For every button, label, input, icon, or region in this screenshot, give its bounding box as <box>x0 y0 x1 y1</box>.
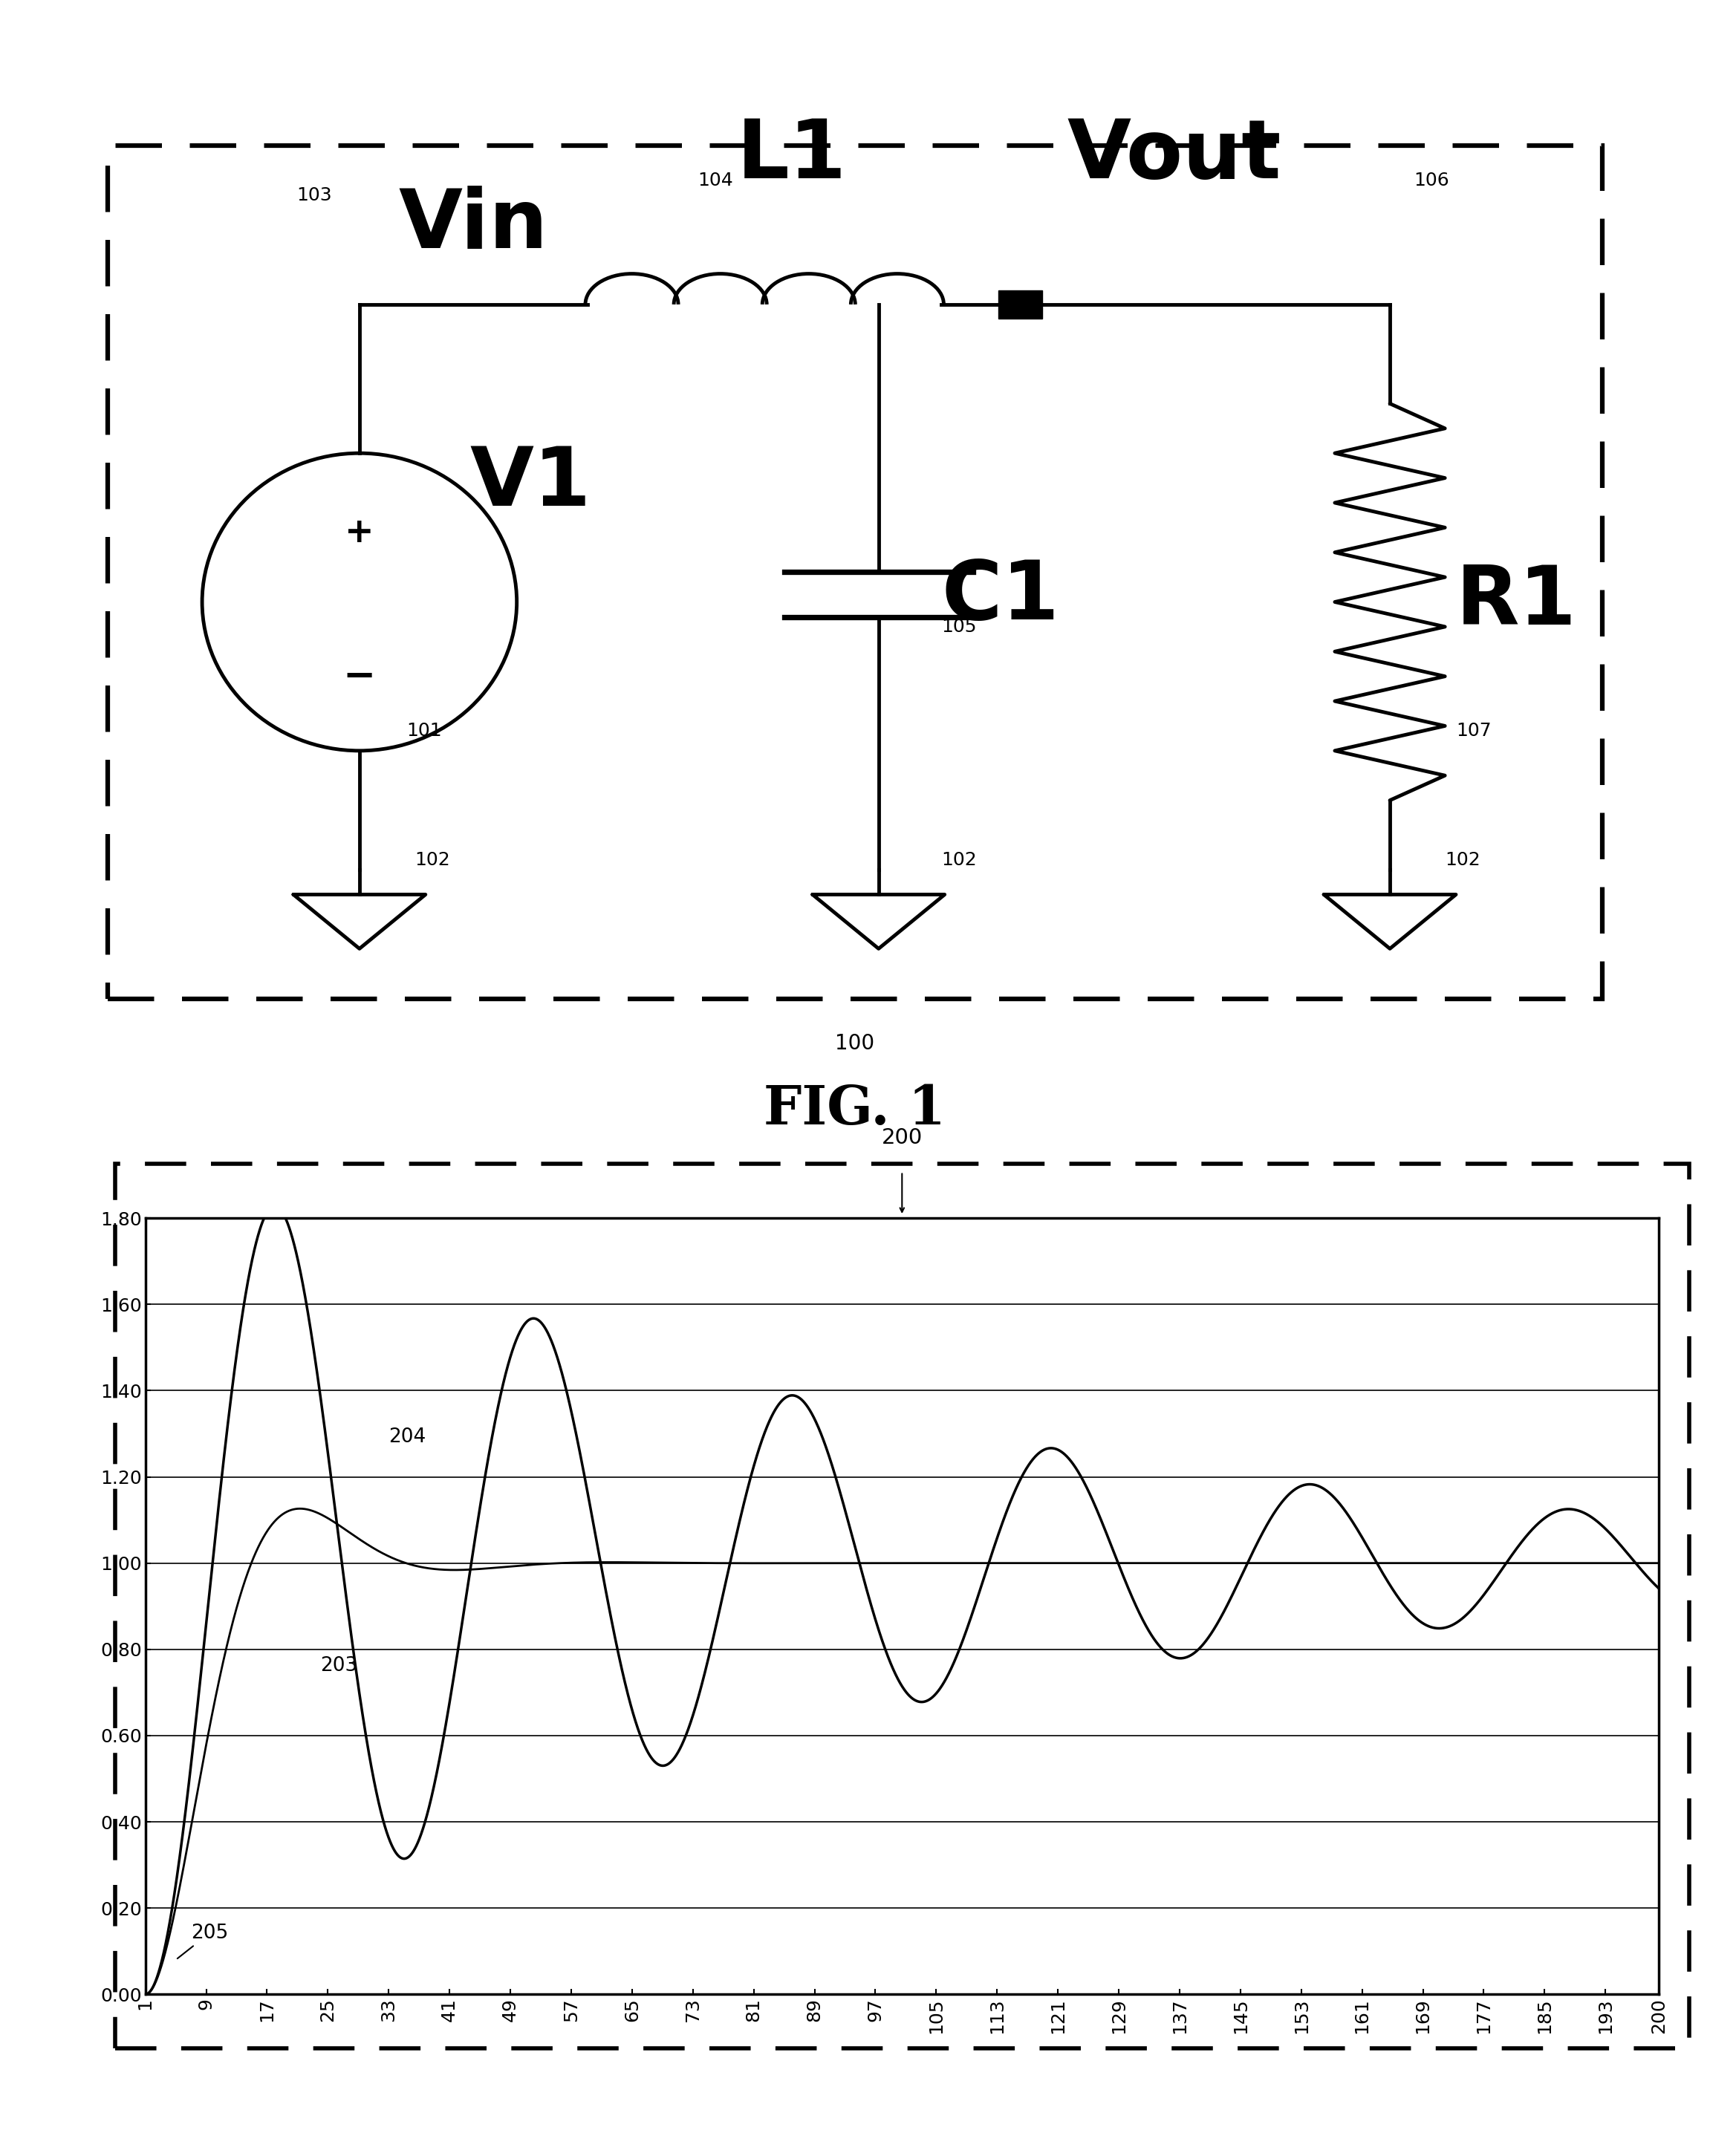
Text: C1: C1 <box>942 556 1060 636</box>
Text: V1: V1 <box>470 444 592 522</box>
Text: FIG. 1: FIG. 1 <box>764 1082 946 1136</box>
Text: +: + <box>345 515 374 550</box>
Text: 100: 100 <box>834 1033 876 1054</box>
Text: 203: 203 <box>320 1656 357 1675</box>
Text: 200: 200 <box>881 1128 923 1149</box>
Text: 107: 107 <box>1455 722 1491 740</box>
Text: Vout: Vout <box>1067 116 1281 196</box>
Bar <box>108 147 1602 998</box>
Text: 105: 105 <box>942 619 976 636</box>
Text: R1: R1 <box>1455 563 1577 642</box>
Text: 104: 104 <box>698 172 734 190</box>
Text: 205: 205 <box>178 1923 229 1958</box>
Text: 106: 106 <box>1414 172 1448 190</box>
Bar <box>999 291 1041 319</box>
Text: 101: 101 <box>407 722 441 740</box>
Text: 103: 103 <box>296 185 332 205</box>
Text: 102: 102 <box>942 852 976 869</box>
Text: 204: 204 <box>388 1427 426 1447</box>
Text: −: − <box>344 658 376 696</box>
Text: 102: 102 <box>414 852 450 869</box>
Text: Vin: Vin <box>398 185 549 265</box>
Text: 102: 102 <box>1445 852 1481 869</box>
Text: L1: L1 <box>737 116 846 196</box>
